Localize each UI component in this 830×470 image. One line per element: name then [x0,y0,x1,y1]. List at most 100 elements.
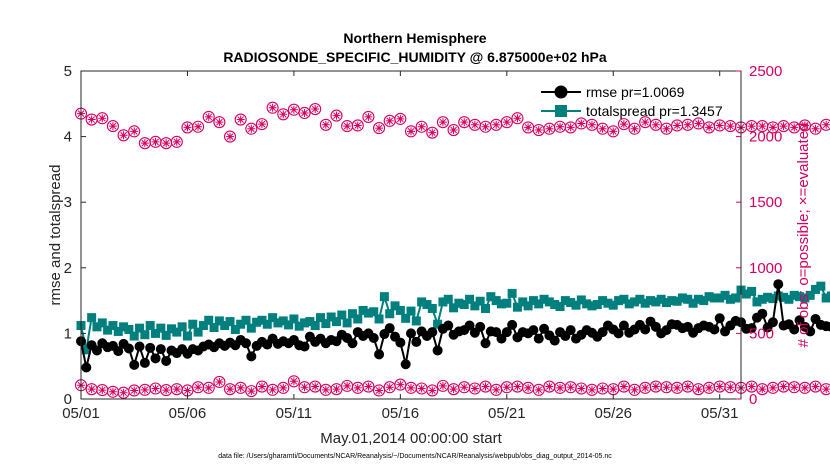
totalspread-point [534,299,544,309]
evaluated-marker [438,381,447,390]
obs-count-series [74,101,830,150]
evaluated-marker [385,116,394,125]
totalspread-point [252,317,262,327]
rmse-point [640,324,651,335]
obs-count-point [660,122,673,135]
totalspread-point [140,330,150,340]
totalspread-point [358,305,368,315]
obs-count-point [798,119,811,132]
obs-count-point [479,380,492,393]
totalspread-point [374,314,384,324]
totalspread-point [321,319,331,329]
possible-marker [362,110,375,123]
obs-count-point [117,129,130,142]
evaluated-marker [364,112,373,121]
obs-count-point [660,381,673,394]
totalspread-point [677,293,687,303]
possible-marker [213,116,226,129]
evaluated-marker [417,122,426,131]
obs-count-point [106,385,119,398]
obs-count-point [266,101,279,114]
evaluated-marker [768,123,777,132]
obs-count-point [617,118,630,131]
totalspread-point [715,293,725,303]
obs-count-point [458,116,471,129]
possible-marker [820,118,830,131]
evaluated-marker [236,383,245,392]
totalspread-point [427,303,437,313]
rmse-point [395,337,406,348]
footnote: data file: /Users/gharamti/Documents/NCA… [218,453,612,460]
legend-rmse-label: rmse pr=1.0069 [586,84,685,100]
y-tick-label: 2 [64,260,72,277]
evaluated-marker [130,127,139,136]
obs-count-point [170,135,183,148]
totalspread-point [310,321,320,331]
evaluated-marker [598,124,607,133]
evaluated-marker [375,124,384,133]
evaluated-marker [545,382,554,391]
evaluated-marker [396,380,405,389]
obs-count-point [394,112,407,125]
obs-count-point [607,125,620,138]
evaluated-marker [822,120,830,129]
totalspread-point [560,296,570,306]
rmse-point [443,320,454,331]
evaluated-marker [470,120,479,129]
totalspread-point [811,284,821,294]
obs-count-point [383,381,396,394]
obs-count-point [724,381,737,394]
evaluated-marker [811,382,820,391]
x-tick-label: 05/01 [62,405,100,422]
obs-count-point [490,383,503,396]
obs-count-point [724,120,737,133]
legend-totalspread-marker [555,105,567,117]
y-right-tick-label: 1500 [749,194,782,211]
possible-marker [617,118,630,131]
evaluated-marker [385,383,394,392]
totalspread-point [518,297,528,307]
possible-marker [234,381,247,394]
obs-count-point [596,122,609,135]
evaluated-marker [151,137,160,146]
obs-count-point [553,381,567,394]
obs-count-point [468,382,481,395]
totalspread-point [300,318,310,328]
evaluated-marker [172,137,181,146]
possible-marker [277,381,290,394]
possible-marker [394,378,407,391]
totalspread-point [459,300,469,310]
rmse-point [746,323,757,334]
evaluated-marker [694,385,703,394]
totalspread-point [198,321,208,331]
evaluated-marker [758,122,767,131]
obs-count-point [341,379,354,392]
evaluated-marker [343,381,352,390]
obs-count-point [798,381,811,394]
rmse-point [161,355,172,366]
totalspread-point [182,331,192,341]
possible-marker [426,126,439,139]
obs-count-point [106,120,119,133]
totalspread-point [816,281,826,291]
totalspread-point [512,302,522,312]
possible-marker [436,379,449,392]
evaluated-marker [619,382,628,391]
possible-marker [245,385,258,398]
evaluated-marker [87,385,96,394]
evaluated-marker [247,387,256,396]
evaluated-marker [683,382,692,391]
obs-count-point [96,384,109,397]
totalspread-point [614,296,624,306]
totalspread-point [640,298,650,308]
totalspread-point [438,297,448,307]
evaluated-marker [513,382,522,391]
totalspread-point [225,317,235,327]
obs-count-point [85,113,98,126]
rmse-point [134,341,145,352]
totalspread-point [161,330,171,340]
evaluated-marker [641,383,650,392]
rmse-point [91,345,102,356]
evaluated-marker [438,118,447,127]
evaluated-marker [460,118,469,127]
